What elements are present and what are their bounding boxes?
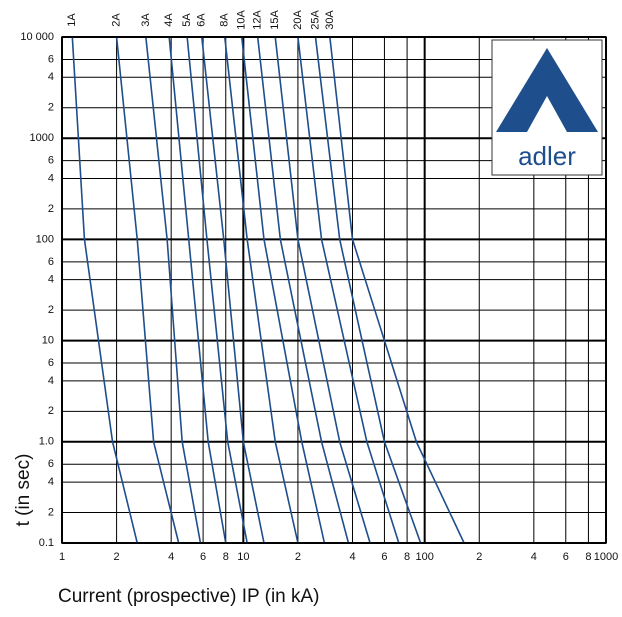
x-tick-label: 1 bbox=[59, 551, 65, 563]
y-tick-label: 2 bbox=[48, 405, 54, 417]
curve-label: 15A bbox=[269, 10, 281, 30]
y-tick-label: 2 bbox=[48, 506, 54, 518]
y-tick-label: 4 bbox=[48, 71, 54, 83]
y-tick-label: 4 bbox=[48, 476, 54, 488]
curve bbox=[168, 36, 227, 544]
y-tick-label: 6 bbox=[48, 458, 54, 470]
logo: adler bbox=[491, 39, 603, 176]
y-tick-label: 4 bbox=[48, 172, 54, 184]
y-tick-label: 6 bbox=[48, 155, 54, 167]
curve-label: 8A bbox=[219, 13, 231, 27]
curve-label: 12A bbox=[252, 10, 264, 30]
curve-label: 3A bbox=[140, 13, 152, 27]
logo-mark bbox=[496, 48, 598, 132]
x-tick-label: 1000 bbox=[594, 551, 618, 563]
curve bbox=[200, 36, 265, 544]
y-tick-label: 2 bbox=[48, 304, 54, 316]
curve bbox=[274, 36, 371, 544]
curve-label: 5A bbox=[181, 13, 193, 27]
y-tick-label: 1.0 bbox=[39, 436, 54, 448]
curve-label: 4A bbox=[163, 13, 175, 27]
x-tick-label: 2 bbox=[476, 551, 482, 563]
x-tick-label: 2 bbox=[295, 551, 301, 563]
curve-label: 30A bbox=[324, 10, 336, 30]
y-tick-label: 10 bbox=[42, 335, 54, 347]
y-tick-label: 2 bbox=[48, 102, 54, 114]
x-tick-label: 6 bbox=[563, 551, 569, 563]
curve-label: 6A bbox=[196, 13, 208, 27]
y-tick-label: 6 bbox=[48, 357, 54, 369]
plot-area: 10 000 6 4 2 1000 6 4 2 100 6 4 2 10 6 4 2 1.0 6 4 2 0.1 1 2 4 6… bbox=[20, 31, 618, 563]
plot-frame bbox=[61, 36, 607, 544]
y-tick-label: 0.1 bbox=[39, 537, 54, 549]
y-tick-label: 6 bbox=[48, 53, 54, 65]
y-tick-label: 4 bbox=[48, 375, 54, 387]
x-tick-label: 8 bbox=[585, 551, 591, 563]
curve bbox=[297, 36, 400, 544]
y-tick-label: 1000 bbox=[30, 132, 54, 144]
curve-label: 25A bbox=[309, 10, 321, 30]
curve bbox=[223, 36, 299, 544]
curve bbox=[240, 36, 326, 544]
x-tick-label: 6 bbox=[200, 551, 206, 563]
y-tick-label: 4 bbox=[48, 274, 54, 286]
x-axis-title: Current (prospective) IP (in kA) bbox=[58, 586, 320, 607]
curve bbox=[329, 36, 465, 544]
x-tick-label: 4 bbox=[531, 551, 537, 563]
x-tick-label: 100 bbox=[415, 551, 433, 563]
y-tick-label: 10 000 bbox=[20, 31, 54, 43]
curve bbox=[256, 36, 350, 544]
x-tick-label: 4 bbox=[349, 551, 355, 563]
x-tick-label: 8 bbox=[223, 551, 229, 563]
curve bbox=[314, 36, 422, 544]
y-tick-label: 2 bbox=[48, 203, 54, 215]
logo-text: adler bbox=[518, 141, 576, 171]
y-tick-label: 100 bbox=[36, 233, 54, 245]
curve-label: 10A bbox=[236, 10, 248, 30]
y-tick-label: 6 bbox=[48, 256, 54, 268]
x-tick-label: 10 bbox=[237, 551, 249, 563]
y-axis-title: t (in sec) bbox=[13, 454, 34, 527]
curve bbox=[71, 36, 139, 544]
curve bbox=[145, 36, 202, 544]
curve bbox=[186, 36, 248, 544]
x-tick-label: 8 bbox=[404, 551, 410, 563]
x-tick-label: 2 bbox=[114, 551, 120, 563]
curve-label: 1A bbox=[66, 13, 78, 27]
curve-label: 2A bbox=[110, 13, 122, 27]
curve bbox=[115, 36, 180, 544]
x-tick-label: 6 bbox=[381, 551, 387, 563]
x-tick-label: 4 bbox=[168, 551, 174, 563]
curve-label: 20A bbox=[292, 10, 304, 30]
